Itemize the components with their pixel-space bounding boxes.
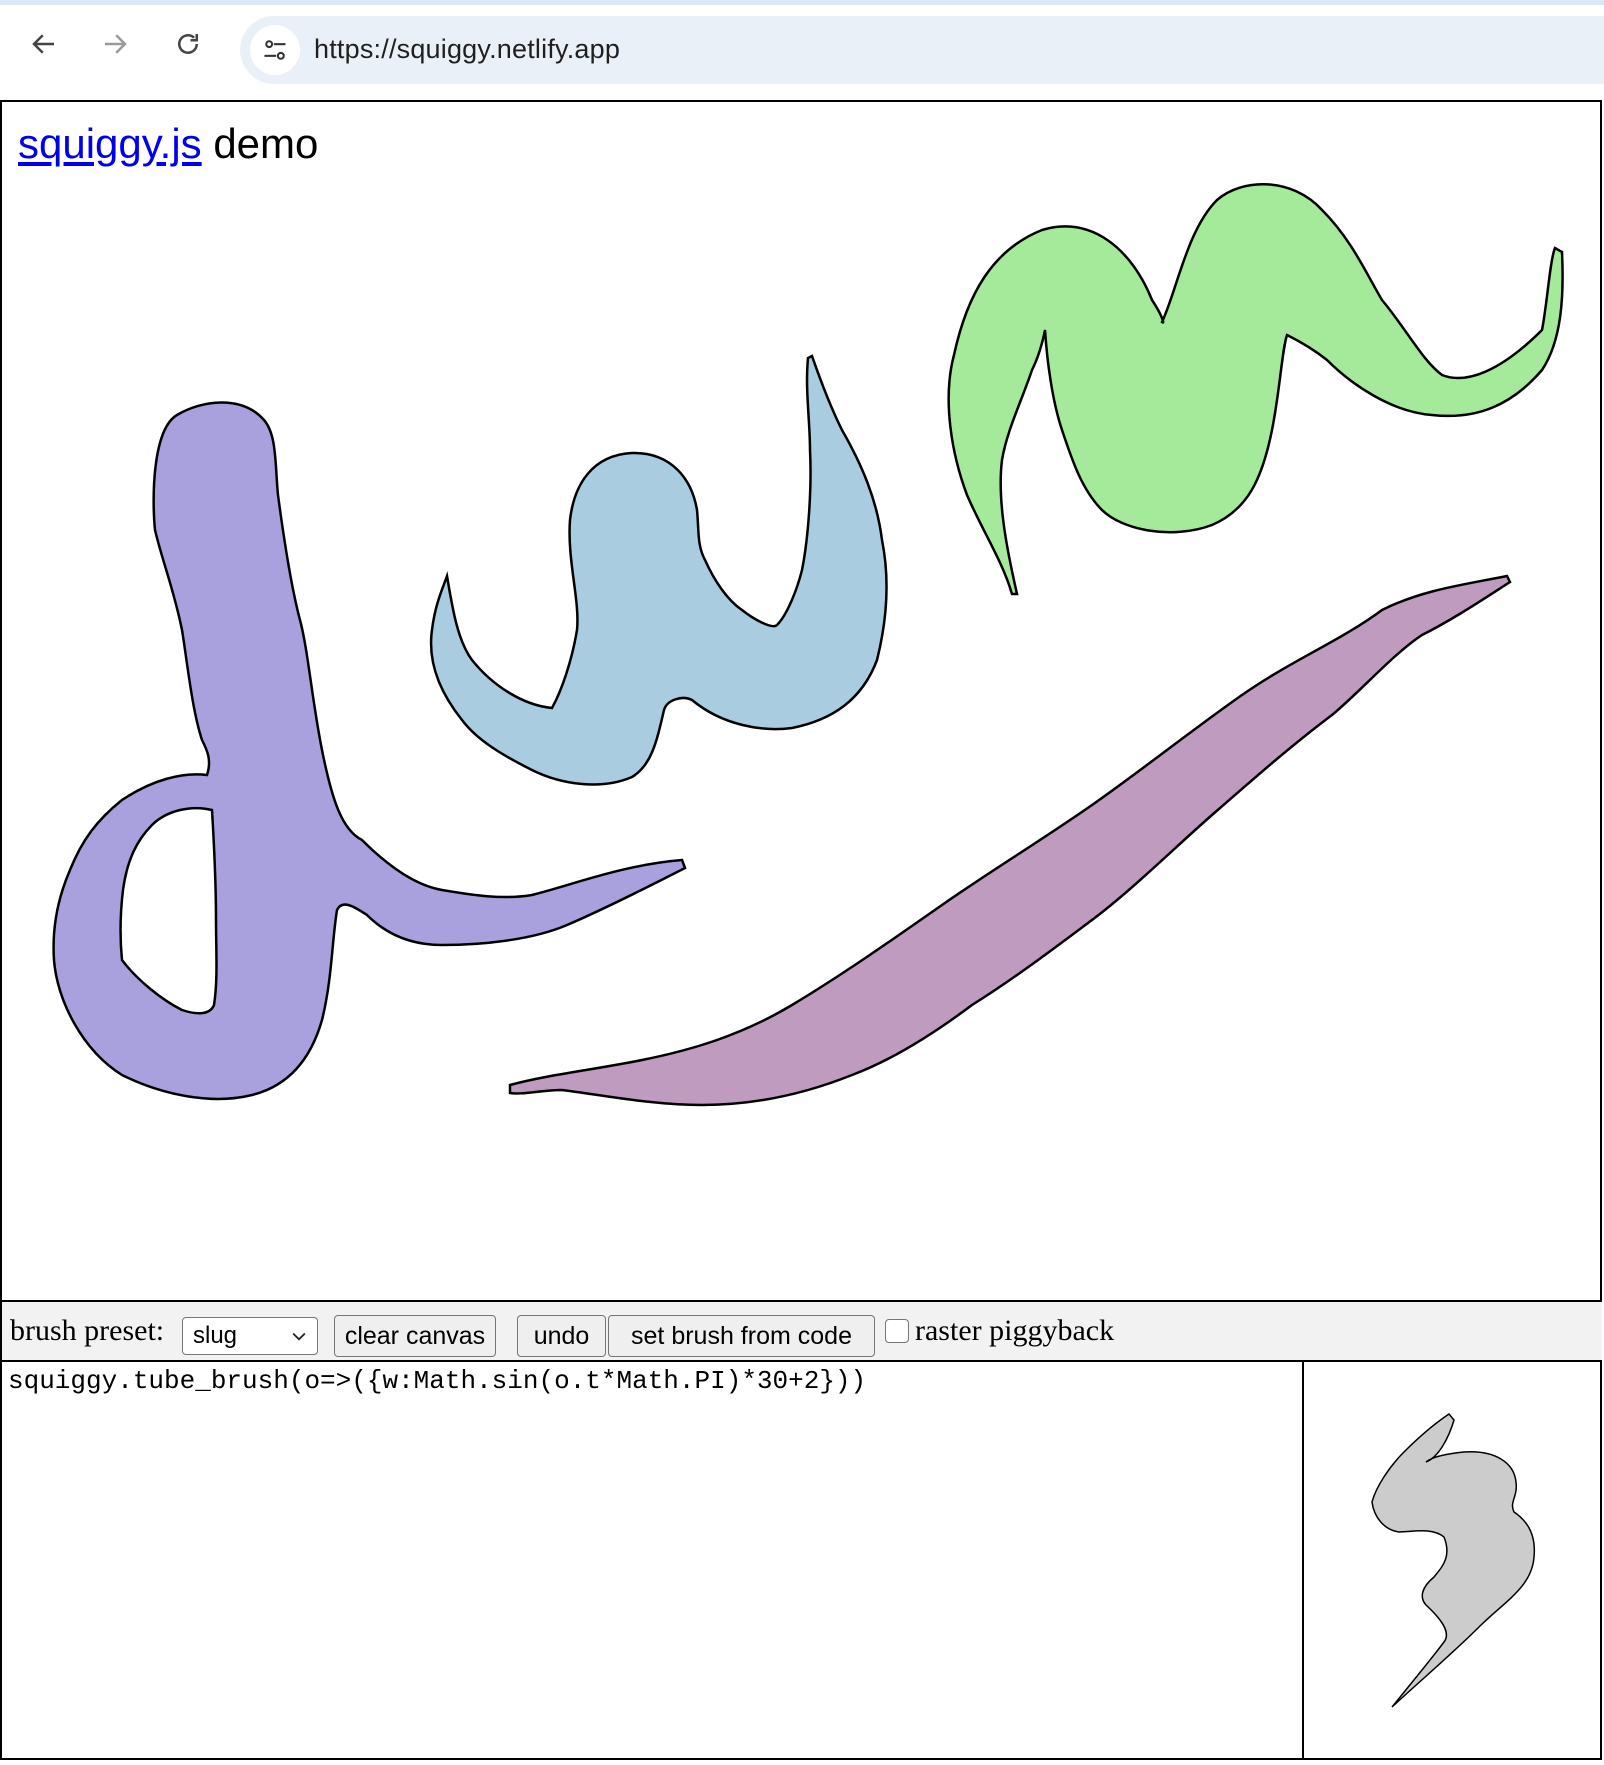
- url-text[interactable]: https://squiggy.netlify.app: [314, 34, 620, 65]
- brush-preview: [1302, 1362, 1602, 1760]
- browser-top-strip: [0, 0, 1604, 5]
- brush-preset-label: brush preset:: [10, 1314, 164, 1348]
- drawing-canvas[interactable]: [2, 100, 1602, 1300]
- brush-preset-select[interactable]: slug: [182, 1317, 318, 1355]
- brush-preview-shape: [1372, 1414, 1534, 1707]
- page-title: squiggy.js demo: [18, 120, 318, 168]
- arrow-left-icon: [29, 29, 59, 59]
- reload-button[interactable]: [164, 20, 212, 68]
- chevron-down-icon: [289, 1326, 309, 1346]
- squiggy-link[interactable]: squiggy.js: [18, 120, 202, 167]
- clear-canvas-button[interactable]: clear canvas: [334, 1315, 496, 1357]
- back-button[interactable]: [20, 20, 68, 68]
- blue-w-stroke: [431, 356, 887, 784]
- set-brush-from-code-button[interactable]: set brush from code: [608, 1315, 875, 1357]
- browser-chrome: https://squiggy.netlify.app: [0, 0, 1604, 100]
- canvas-svg: [2, 100, 1602, 1300]
- green-m-stroke: [949, 184, 1563, 594]
- address-bar[interactable]: https://squiggy.netlify.app: [240, 16, 1604, 84]
- site-info-button[interactable]: [250, 25, 300, 75]
- reload-icon: [173, 29, 203, 59]
- brush-code-textarea[interactable]: squiggy.tube_brush(o=>({w:Math.sin(o.t*M…: [2, 1362, 1302, 1760]
- toolbar: brush preset: slug clear canvas undo set…: [2, 1300, 1602, 1362]
- title-suffix: demo: [202, 120, 319, 167]
- brush-preset-value: slug: [193, 1322, 237, 1350]
- tune-icon: [261, 36, 289, 64]
- undo-button[interactable]: undo: [517, 1315, 606, 1357]
- raster-piggyback-checkbox[interactable]: [885, 1319, 909, 1343]
- raster-piggyback-label[interactable]: raster piggyback: [915, 1314, 1114, 1348]
- brush-preview-svg: [1304, 1362, 1602, 1760]
- forward-button[interactable]: [91, 20, 139, 68]
- arrow-right-icon: [100, 29, 130, 59]
